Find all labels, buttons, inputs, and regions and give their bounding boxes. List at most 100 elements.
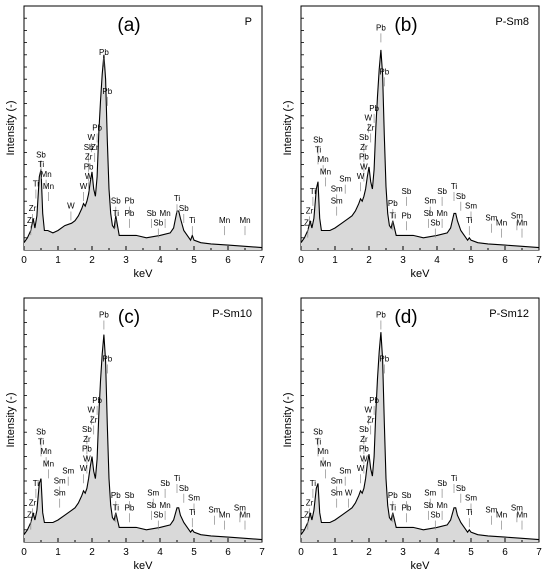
x-tick-label: 3	[400, 547, 406, 558]
peak-label: Pb	[388, 491, 398, 500]
peak-label: Ti	[38, 437, 45, 446]
peak-label: Zr	[304, 219, 312, 228]
peak-label: Ti	[174, 194, 181, 203]
peak-label: Sb	[179, 484, 189, 493]
peak-label: Ti	[113, 503, 120, 512]
peak-label: Zr	[85, 153, 93, 162]
peak-label: Mn	[318, 155, 329, 164]
peak-label: Mn	[219, 511, 230, 520]
x-tick-label: 3	[123, 547, 129, 558]
peak-label: Sm	[511, 211, 523, 220]
peak-label: Sb	[153, 511, 163, 520]
peak-label: Pb	[125, 503, 135, 512]
panel-label: (a)	[117, 15, 140, 36]
peak-label: Sm	[331, 197, 343, 206]
peak-label: Mn	[239, 511, 250, 520]
peak-label: Mn	[516, 511, 527, 520]
peak-label: Sm	[331, 476, 343, 485]
x-tick-label: 4	[434, 547, 440, 558]
peak-label: Sb	[84, 143, 94, 152]
peak-label: Sm	[424, 489, 436, 498]
x-tick-label: 5	[191, 255, 197, 266]
peak-label: Mn	[43, 459, 54, 468]
peak-label: Zr	[29, 204, 37, 213]
peak-label: Mn	[160, 209, 171, 218]
peak-label: Sm	[331, 184, 343, 193]
peak-label: Zr	[304, 511, 312, 520]
spectrum-line	[300, 332, 540, 541]
peak-label: Sb	[313, 428, 323, 437]
peak-label: Mn	[160, 501, 171, 510]
peak-label: Zr	[27, 216, 35, 225]
peak-label: Zr	[367, 415, 375, 424]
peak-label: Mn	[41, 447, 52, 456]
x-tick-label: 4	[434, 255, 440, 266]
x-tick-label: 4	[157, 547, 163, 558]
x-axis-label: keV	[411, 560, 431, 572]
peak-label: Pb	[369, 104, 379, 113]
peak-label: Mn	[320, 167, 331, 176]
peak-label: Mn	[219, 216, 230, 225]
y-axis-label: Intensity (-)	[5, 100, 17, 155]
peak-label: Mn	[320, 459, 331, 468]
sample-name: P-Sm10	[212, 308, 252, 320]
peak-label: Sm	[465, 494, 477, 503]
peak-label: Sb	[82, 425, 92, 434]
peak-label: Sb	[456, 192, 466, 201]
peak-label: Ti	[390, 211, 397, 220]
x-tick-label: 2	[366, 255, 372, 266]
y-axis-label: Intensity (-)	[282, 100, 294, 155]
peak-label: Sm	[511, 503, 523, 512]
peak-label: Mn	[437, 209, 448, 218]
peak-label: Sb	[456, 484, 466, 493]
peak-label: Sb	[437, 479, 447, 488]
peak-label: Zr	[83, 435, 91, 444]
x-tick-label: 1	[55, 547, 61, 558]
peak-label: Sm	[54, 489, 66, 498]
peak-label: Pb	[388, 199, 398, 208]
peak-label: Sb	[111, 197, 121, 206]
peak-label: Sm	[188, 494, 200, 503]
peak-label: Pb	[99, 311, 109, 320]
peak-label: W	[88, 406, 96, 415]
peak-label: Pb	[376, 23, 386, 32]
peak-label: W	[83, 454, 91, 463]
sample-name: P-Sm8	[495, 16, 529, 28]
peak-label: Ti	[33, 180, 40, 189]
peak-label: Zr	[306, 498, 314, 507]
peak-label: Sb	[402, 187, 412, 196]
y-axis-label: Intensity (-)	[282, 392, 294, 447]
peak-label: Mn	[496, 219, 507, 228]
x-tick-label: 5	[191, 547, 197, 558]
x-tick-label: 0	[21, 255, 27, 266]
peak-label: Ti	[390, 503, 397, 512]
x-tick-label: 0	[298, 547, 304, 558]
peak-label: Pb	[402, 503, 412, 512]
peak-label: Sm	[54, 476, 66, 485]
peak-label: Pb	[359, 153, 369, 162]
peak-label: Zr	[90, 415, 98, 424]
peak-label: W	[365, 406, 373, 415]
peak-label: Mn	[437, 501, 448, 510]
x-axis-label: keV	[411, 268, 431, 280]
peak-label: Pb	[102, 354, 112, 363]
x-tick-label: 2	[89, 255, 95, 266]
peak-label: Ti	[451, 474, 458, 483]
x-tick-label: 6	[502, 547, 508, 558]
peak-label: Pb	[379, 67, 389, 76]
peak-label: Pb	[102, 87, 112, 96]
peak-label: Mn	[318, 447, 329, 456]
x-tick-label: 2	[89, 547, 95, 558]
peak-label: Pb	[99, 48, 109, 57]
peak-label: Ti	[466, 216, 473, 225]
peak-label: Sb	[402, 491, 412, 500]
peak-label: Sb	[125, 491, 135, 500]
x-tick-label: 0	[298, 255, 304, 266]
panel-label: (c)	[118, 307, 140, 328]
peak-label: W	[88, 133, 96, 142]
peak-label: Ti	[310, 187, 317, 196]
peak-label: W	[67, 202, 75, 211]
